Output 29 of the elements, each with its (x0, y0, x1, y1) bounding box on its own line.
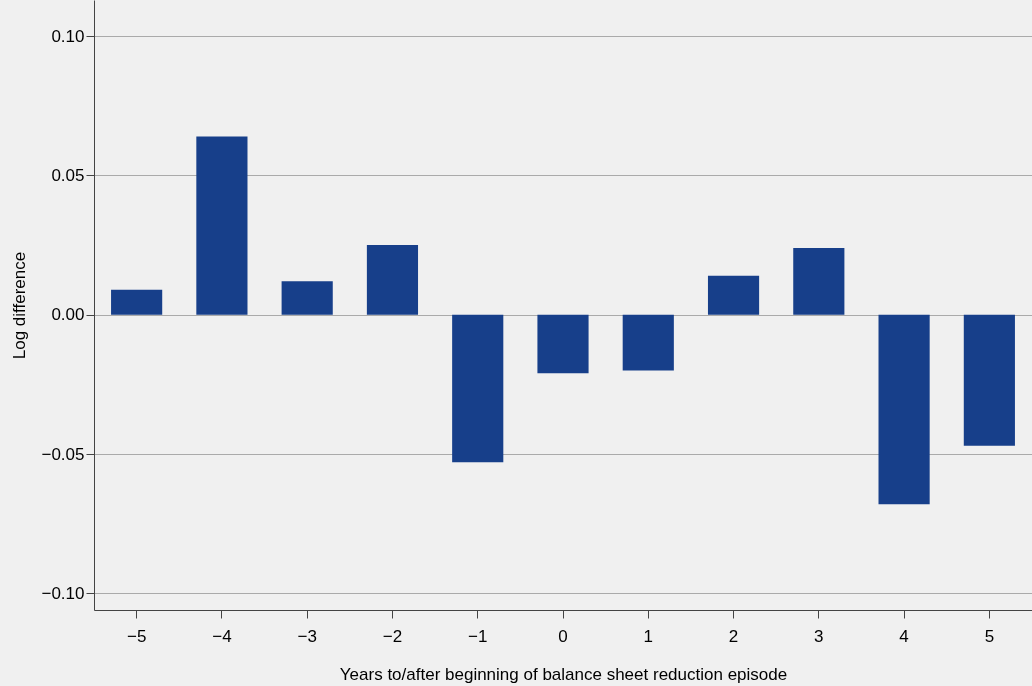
bar (537, 314, 589, 374)
bar (366, 245, 419, 315)
x-axis-title: Years to/after beginning of balance sheet reduction episode (339, 664, 788, 684)
x-tick-label: −2 (382, 626, 403, 646)
x-tick-label: 3 (814, 626, 824, 646)
bar (111, 289, 163, 315)
y-tick-label: 0.10 (51, 26, 85, 46)
bar (793, 247, 845, 315)
bar (878, 314, 930, 505)
y-axis-title: Log difference (10, 251, 30, 360)
x-tick-label: 4 (899, 626, 909, 646)
bar (963, 314, 1015, 446)
x-tick-label: −1 (468, 626, 488, 646)
x-tick-label: 2 (728, 626, 739, 646)
bar (281, 281, 333, 315)
bar (707, 275, 760, 315)
bar (452, 314, 504, 463)
bar (196, 136, 248, 315)
x-tick-label: −3 (297, 626, 317, 646)
y-tick-label: −0.05 (41, 444, 85, 464)
bar (622, 314, 674, 371)
x-tick-label: −4 (212, 626, 232, 646)
x-tick-label: 0 (558, 626, 568, 646)
x-tick-label: −5 (126, 626, 147, 646)
y-tick-label: −0.10 (41, 583, 85, 603)
y-tick-label: 0.00 (51, 305, 85, 325)
y-tick-label: 0.05 (51, 165, 85, 185)
x-tick-label: 5 (984, 626, 995, 646)
x-tick-label: 1 (643, 626, 654, 646)
